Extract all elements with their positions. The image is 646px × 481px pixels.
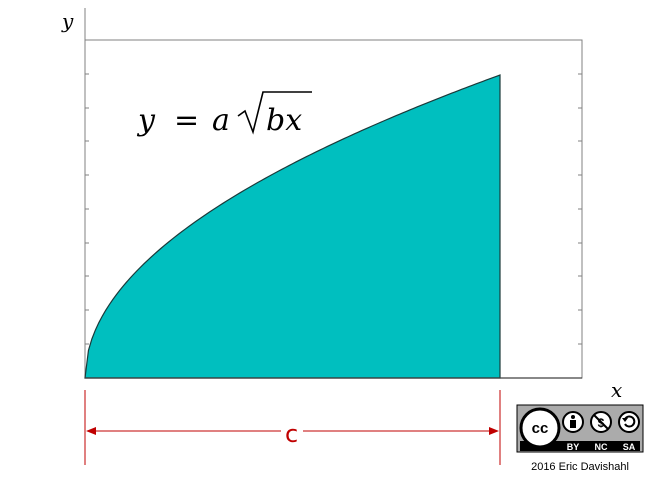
cc-license-badge: cc $ BY NC SA: [516, 404, 644, 453]
sa-icon-arrow: [622, 418, 628, 422]
dimension-left-arrow: [86, 427, 96, 435]
by-icon-body: [570, 420, 576, 428]
by-icon-head: [571, 415, 575, 419]
dimension-right-arrow: [489, 427, 499, 435]
cc-icon: [519, 407, 561, 449]
equation: y = a bx: [136, 91, 312, 138]
license-term-sa: SA: [623, 442, 636, 452]
nc-icon-strike: [593, 414, 609, 430]
cc-icon-label: cc: [532, 420, 549, 437]
equation-equals: =: [174, 103, 199, 138]
cc-badge-terms-bar: [520, 441, 640, 451]
dimension-c: c: [84, 390, 501, 465]
y-axis-label: y: [61, 9, 74, 33]
equation-lhs: y: [136, 103, 156, 138]
author-credit: 2016 Eric Davishahl: [531, 461, 629, 473]
license-term-by: BY: [567, 442, 580, 452]
area-under-curve: [84, 74, 501, 379]
equation-radicand: bx: [266, 103, 302, 138]
sa-sharealike-icon: [618, 411, 640, 433]
equation-coefficient: a: [212, 103, 230, 138]
dimension-label-gap: [281, 420, 303, 442]
license-term-nc: NC: [595, 442, 608, 452]
x-axis-label: x: [611, 378, 622, 402]
radical-sign: [237, 91, 312, 135]
dimension-label: c: [285, 420, 298, 448]
frame-ticks: [85, 73, 582, 345]
sa-icon-arc: [624, 415, 636, 428]
